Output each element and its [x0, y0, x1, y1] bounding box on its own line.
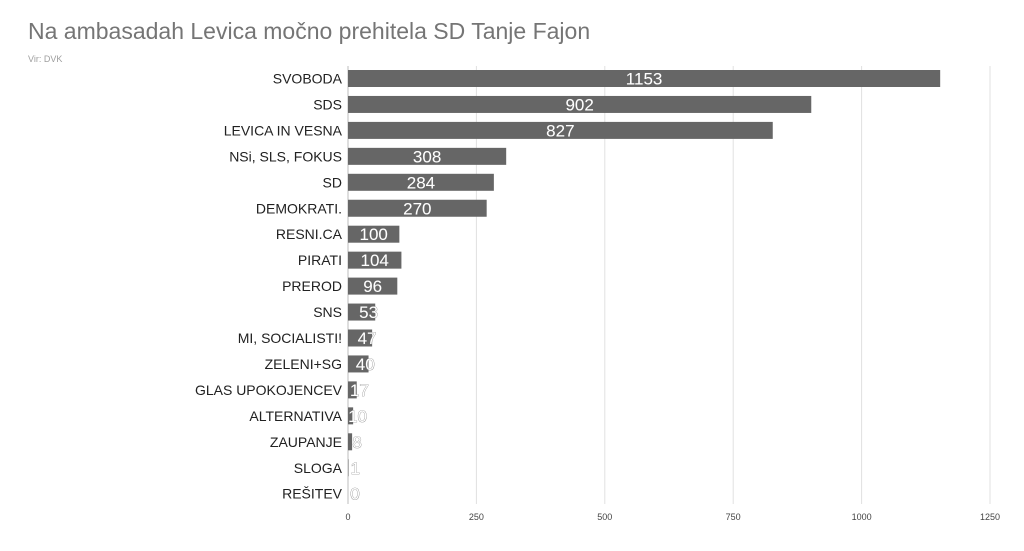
x-tick-label: 1250 [980, 512, 1000, 522]
data-label: 53 [359, 303, 378, 322]
data-label: 104 [361, 251, 389, 270]
data-label: 1 [351, 459, 360, 478]
category-label: SLOGA [294, 460, 343, 476]
bar [348, 407, 354, 425]
bar [348, 251, 402, 269]
bar [348, 303, 376, 321]
data-label: 40 [356, 355, 375, 374]
data-label: 17 [350, 381, 369, 400]
category-label: NSi, SLS, FOKUS [229, 148, 342, 164]
category-label: LEVICA IN VESNA [224, 122, 343, 138]
data-label: 270 [403, 199, 431, 218]
data-label: 100 [359, 225, 387, 244]
category-label: ALTERNATIVA [249, 408, 342, 424]
bar [348, 225, 400, 243]
data-label: 8 [352, 433, 361, 452]
category-label: MI, SOCIALISTI! [238, 330, 342, 346]
bar [348, 381, 357, 399]
category-label: SVOBODA [273, 71, 343, 87]
x-tick-label: 1000 [852, 512, 872, 522]
category-label: PREROD [282, 278, 342, 294]
bar [348, 433, 353, 451]
data-label: 47 [358, 329, 377, 348]
category-label: GLAS UPOKOJENCEV [195, 382, 343, 398]
x-tick-label: 250 [469, 512, 484, 522]
x-tick-label: 750 [726, 512, 741, 522]
x-tick-label: 500 [597, 512, 612, 522]
bar [348, 95, 812, 113]
data-label: 0 [350, 485, 359, 504]
chart-title: Na ambasadah Levica močno prehitela SD T… [28, 18, 591, 44]
data-label: 10 [348, 407, 367, 426]
bar [348, 277, 398, 295]
data-label: 1153 [626, 70, 663, 89]
category-label: SDS [313, 96, 342, 112]
bar [348, 173, 494, 191]
category-label: SD [323, 174, 342, 190]
bar [348, 329, 373, 347]
data-label: 308 [413, 147, 441, 166]
data-label: 284 [407, 173, 435, 192]
data-label: 96 [363, 277, 382, 296]
bar [348, 121, 773, 139]
category-label: ZAUPANJE [270, 434, 342, 450]
bar [348, 459, 349, 477]
chart-subtitle: Vir: DVK [28, 54, 63, 64]
category-label: DEMOKRATI. [256, 200, 342, 216]
category-label: REŠITEV [282, 486, 343, 502]
category-label: SNS [313, 304, 342, 320]
data-label: 827 [546, 121, 574, 140]
category-label: RESNI.CA [276, 226, 343, 242]
bar [348, 70, 941, 87]
category-label: PIRATI [298, 252, 342, 268]
bar [348, 199, 487, 217]
x-tick-label: 0 [345, 512, 350, 522]
bar [348, 147, 507, 165]
data-label: 902 [565, 95, 593, 114]
bar [348, 355, 369, 373]
category-label: ZELENI+SG [265, 356, 342, 372]
